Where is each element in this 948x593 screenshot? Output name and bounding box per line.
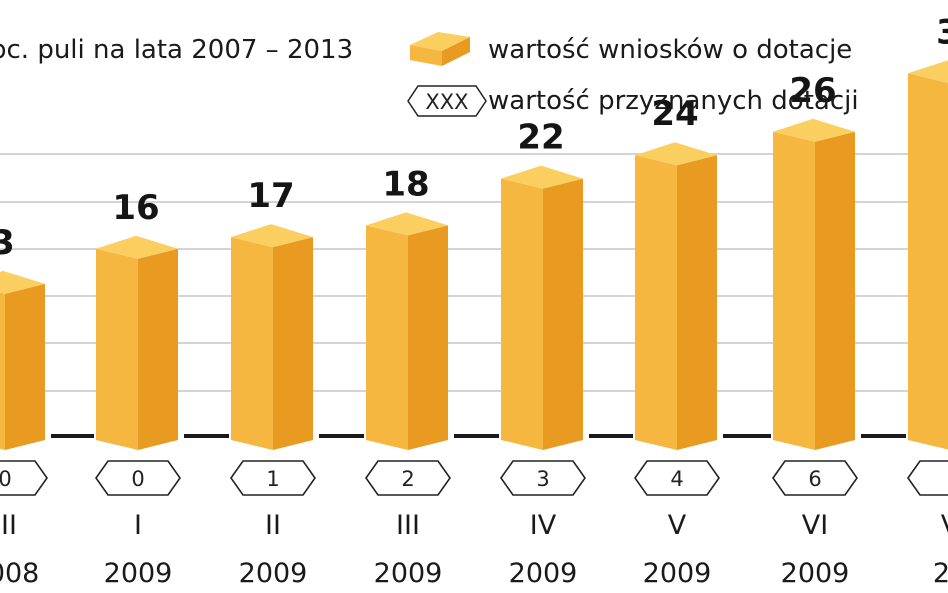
- bars: [0, 60, 948, 451]
- bar-front: [0, 292, 5, 450]
- bar-front: [773, 131, 815, 451]
- granted-hexagon: [0, 460, 48, 496]
- chart-title: pc. puli na lata 2007 – 2013: [0, 35, 353, 65]
- bar-top: [231, 224, 313, 248]
- legend-applications-label: wartość wniosków o dotacje: [488, 35, 852, 65]
- granted-marker: 6: [772, 460, 858, 496]
- tick-year: 20: [933, 558, 948, 589]
- bar-front: [96, 248, 138, 450]
- tick-month: III: [396, 510, 420, 541]
- tick-year: 2008: [0, 558, 39, 589]
- bar-value-label: 22: [517, 118, 564, 158]
- bar-value-label: 26: [789, 71, 836, 111]
- bar-front: [908, 73, 948, 450]
- tick-month: I: [134, 510, 142, 541]
- bar-front: [501, 178, 543, 450]
- granted-value-label: 0: [0, 467, 12, 491]
- x-axis-ticks: III 2008 I 2009 II 2009 III 2009 IV 2009 V 2009 VI 20…: [0, 510, 948, 589]
- legend-granted-symbol: XXX: [425, 90, 468, 114]
- tick-month: IV: [530, 510, 557, 541]
- legend-granted-label: wartość przyznanych dotacji: [488, 86, 859, 116]
- bar-front: [231, 237, 273, 450]
- bar-side: [273, 237, 313, 450]
- granted-hexagon: [907, 460, 948, 496]
- granted-value-label: 6: [808, 467, 821, 491]
- tick-year: 2009: [643, 558, 712, 589]
- bar-side: [677, 155, 717, 450]
- granted-hexagon: [500, 460, 586, 496]
- bar: [908, 60, 948, 450]
- bar-value-label: 16: [112, 188, 159, 228]
- tick-month: III: [0, 510, 17, 541]
- granted-value-label: 3: [536, 467, 549, 491]
- bar-top: [773, 118, 855, 142]
- tick-month: V: [668, 510, 687, 541]
- bar-side: [815, 131, 855, 451]
- bar: [773, 118, 855, 451]
- granted-value-label: 1: [266, 467, 279, 491]
- granted-marker: 0: [95, 460, 181, 496]
- tick-year: 2009: [781, 558, 850, 589]
- granted-hexagon: [230, 460, 316, 496]
- tick-year: 2009: [104, 558, 173, 589]
- bar-side: [543, 178, 583, 450]
- granted-hexagon: [95, 460, 181, 496]
- bar-side: [138, 248, 178, 450]
- bar-top: [0, 270, 45, 294]
- granted-marker: 0: [0, 460, 48, 496]
- granted-marker: [907, 460, 948, 496]
- granted-marker: 1: [230, 460, 316, 496]
- granted-hexagon: [634, 460, 720, 496]
- bar-top: [635, 142, 717, 166]
- tick-year: 2009: [374, 558, 443, 589]
- tick-year: 2009: [509, 558, 578, 589]
- granted-value-label: 4: [670, 467, 683, 491]
- bar-top: [96, 235, 178, 259]
- legend-granted-icon: XXX: [407, 85, 487, 117]
- bar: [366, 212, 448, 450]
- granted-markers: 0 0 1 2 3 4 6: [0, 460, 948, 496]
- bar: [635, 142, 717, 450]
- bar: [501, 165, 583, 450]
- bar-side: [5, 283, 45, 450]
- bar: [231, 224, 313, 450]
- granted-value-label: 0: [131, 467, 144, 491]
- bar-value-label: 18: [382, 164, 429, 204]
- bar-value-label: 3: [0, 223, 15, 263]
- granted-value-label: 2: [401, 467, 414, 491]
- granted-marker: 4: [634, 460, 720, 496]
- tick-month: V: [941, 510, 948, 541]
- legend: pc. puli na lata 2007 – 2013 wartość wni…: [0, 32, 859, 117]
- legend-application-icon: [410, 32, 470, 66]
- value-labels: 3 16 17 18 22 24 26 3: [0, 12, 948, 263]
- granted-hexagon: [365, 460, 451, 496]
- bar: [96, 235, 178, 450]
- granted-hexagon: [772, 460, 858, 496]
- tick-month: VI: [802, 510, 828, 541]
- bar-value-label: 17: [247, 176, 294, 216]
- bar-front: [366, 225, 408, 450]
- tick-month: II: [265, 510, 281, 541]
- bar: [0, 270, 45, 450]
- tick-year: 2009: [239, 558, 308, 589]
- bar-side: [408, 225, 448, 450]
- granted-marker: 3: [500, 460, 586, 496]
- bar-value-label: 24: [651, 94, 698, 134]
- granted-marker: 2: [365, 460, 451, 496]
- bar-top: [501, 165, 583, 189]
- bar-top: [366, 212, 448, 236]
- bar-value-label: 3: [936, 12, 948, 52]
- bar-top: [908, 60, 948, 83]
- bar-front: [635, 155, 677, 450]
